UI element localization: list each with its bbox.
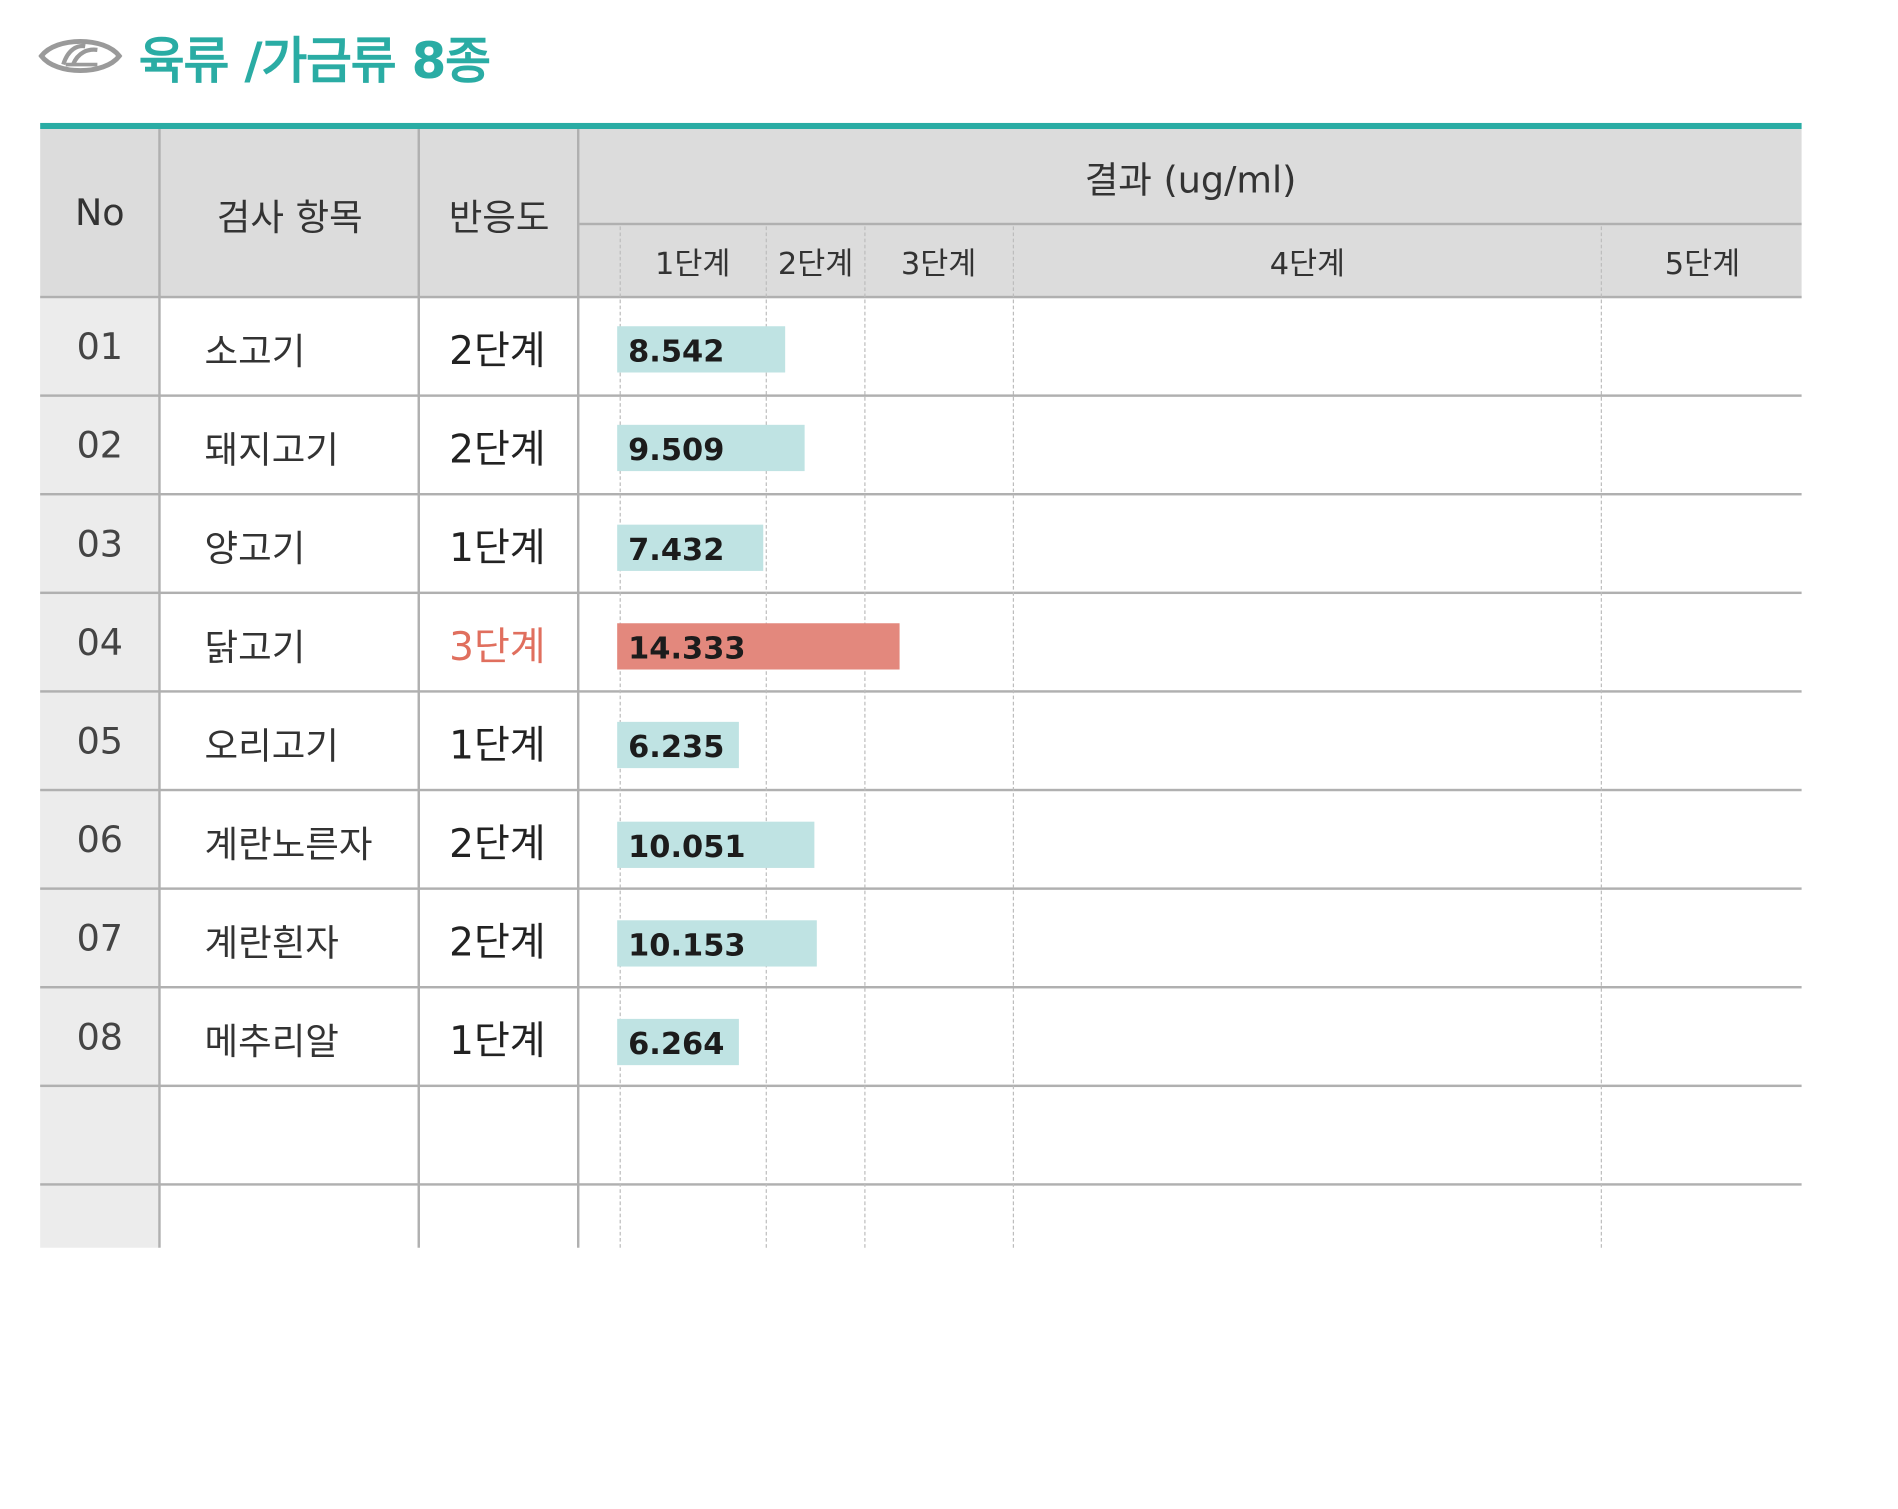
row-level: 1단계 [449, 721, 546, 768]
row-no: 07 [40, 889, 160, 989]
stage-label-3: 3단계 [900, 245, 977, 282]
row-no: 05 [40, 692, 160, 792]
row-no: 04 [40, 594, 160, 693]
row-item: 계란흰자 [204, 922, 339, 965]
header-no: No [74, 192, 125, 235]
result-value-label: 6.235 [628, 729, 725, 765]
table-header [40, 129, 1802, 299]
stage-label-2: 2단계 [777, 245, 854, 282]
row-item: 소고기 [204, 330, 306, 374]
header-reaction: 반응도 [448, 196, 550, 240]
row-level: 2단계 [449, 819, 546, 867]
page-title: 육류 /가금류 8종 [138, 31, 491, 91]
grid-hline [40, 1183, 1802, 1186]
row-level: 2단계 [449, 918, 546, 965]
section-title: 육류 /가금류 8종 [37, 22, 491, 91]
row-no: 01 [40, 298, 160, 397]
result-bar [617, 524, 764, 571]
row-level: 2단계 [449, 326, 546, 374]
stage-divider [765, 226, 767, 1248]
result-value-label: 7.432 [628, 531, 725, 567]
row-no: 03 [40, 495, 160, 595]
header-item: 검사 항목 [216, 196, 363, 240]
row-item: 양고기 [204, 527, 306, 571]
grid-hline [40, 887, 1802, 890]
stage-divider [1600, 226, 1602, 1248]
result-value-label: 10.153 [628, 927, 746, 963]
row-item: 계란노른자 [204, 823, 373, 867]
result-value-label: 10.051 [628, 828, 746, 864]
grid-hline [40, 986, 1802, 989]
stage-label-5: 5단계 [1664, 245, 1741, 282]
result-value-label: 9.509 [628, 432, 725, 468]
result-bar [617, 425, 805, 472]
result-bar [617, 821, 815, 868]
row-item: 닭고기 [204, 626, 306, 669]
result-bar [617, 623, 900, 670]
grid-hline [40, 690, 1802, 693]
row-no: 08 [40, 988, 160, 1088]
row-level-alert: 3단계 [449, 622, 546, 669]
grid-hline [40, 591, 1802, 595]
row-item: 돼지고기 [204, 429, 339, 472]
result-value-label: 8.542 [628, 333, 725, 369]
row-item: 메추리알 [204, 1020, 339, 1064]
row-no: 02 [40, 396, 160, 496]
grid-hline [40, 1084, 1802, 1088]
grid-hline [40, 295, 1802, 299]
grid-vline [417, 129, 420, 1248]
row-level: 2단계 [449, 425, 546, 472]
row-item: 오리고기 [204, 724, 339, 768]
row-level: 1단계 [449, 524, 546, 571]
result-bar [617, 326, 786, 373]
grid-vline [158, 129, 161, 1248]
grid-hline [579, 222, 1802, 226]
result-bar [617, 920, 817, 967]
grid-hline [40, 394, 1802, 397]
grid-vline [577, 129, 580, 1248]
row-no: 06 [40, 791, 160, 890]
result-bar [617, 722, 739, 769]
row-level: 1단계 [449, 1017, 546, 1064]
grid-hline [40, 493, 1802, 496]
header-rule [40, 122, 1802, 130]
header-result: 결과 (ug/ml) [1084, 159, 1297, 203]
result-value-label: 6.264 [628, 1026, 725, 1062]
result-value-label: 14.333 [628, 630, 746, 666]
stage-label-4: 4단계 [1269, 245, 1346, 282]
result-bar [617, 1018, 740, 1066]
stage-divider [1012, 226, 1015, 1248]
stage-divider [864, 226, 866, 1248]
grid-hline [40, 788, 1802, 792]
eye-leaf-icon [38, 38, 123, 74]
stage-label-1: 1단계 [654, 245, 731, 282]
